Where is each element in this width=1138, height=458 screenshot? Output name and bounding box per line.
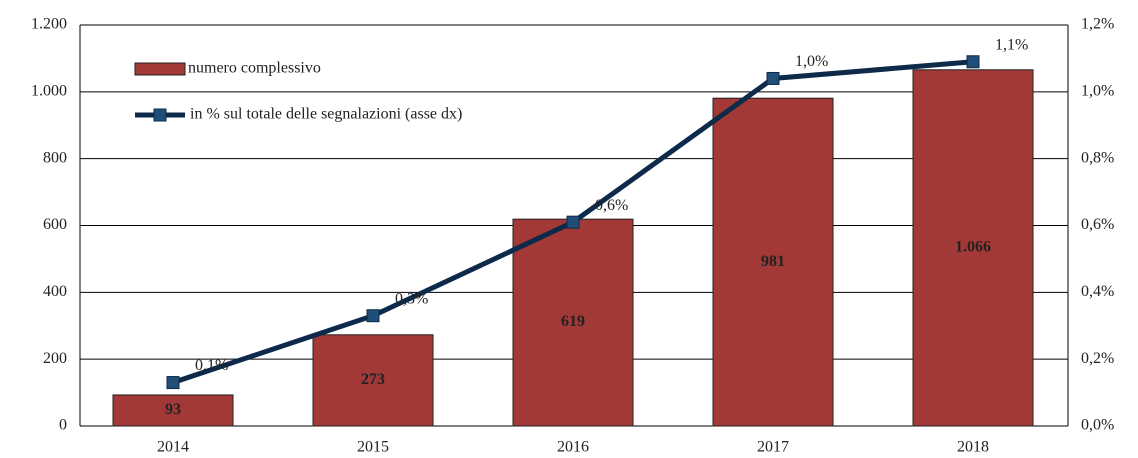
x-tick-label: 2014 <box>157 439 189 456</box>
y-tick-label: 600 <box>43 216 67 233</box>
bar <box>912 69 1034 427</box>
bar <box>712 97 834 427</box>
x-tick-label: 2017 <box>757 439 789 456</box>
y2-tick-label: 0,0% <box>1081 417 1114 434</box>
y-tick-label: 0 <box>59 417 67 434</box>
y-tick-label: 800 <box>43 149 67 166</box>
x-tick-label: 2015 <box>357 439 389 456</box>
data-label: 981 <box>761 253 785 270</box>
marker <box>766 71 780 85</box>
legend-marker <box>153 108 167 122</box>
bar <box>312 334 434 427</box>
y2-tick-label: 0,4% <box>1081 283 1114 300</box>
data-label: 619 <box>561 313 585 330</box>
y2-tick-label: 1,2% <box>1081 16 1114 33</box>
bar <box>112 394 234 427</box>
y-tick-label: 400 <box>43 283 67 300</box>
y-tick-label: 1.000 <box>31 83 67 100</box>
data-label: 1,0% <box>795 53 828 70</box>
marker <box>166 376 180 390</box>
data-label: 93 <box>165 401 181 418</box>
data-label: 1,1% <box>995 36 1028 53</box>
y-tick-label: 200 <box>43 350 67 367</box>
y2-tick-label: 0,2% <box>1081 350 1114 367</box>
marker <box>966 55 980 69</box>
y2-tick-label: 0,8% <box>1081 149 1114 166</box>
y2-tick-label: 1,0% <box>1081 83 1114 100</box>
marker <box>566 215 580 229</box>
bar <box>512 218 634 427</box>
x-tick-label: 2016 <box>557 439 589 456</box>
y-tick-label: 1.200 <box>31 16 67 33</box>
legend-swatch <box>134 62 186 76</box>
marker <box>366 309 380 323</box>
data-label: 1.066 <box>955 239 991 256</box>
data-label: 0,6% <box>595 197 628 214</box>
data-label: 273 <box>361 371 385 388</box>
legend-label: in % sul totale delle segnalazioni (asse… <box>190 106 462 123</box>
data-label: 0,1% <box>195 357 228 374</box>
legend-label: numero complessivo <box>188 60 321 77</box>
x-tick-label: 2018 <box>957 439 989 456</box>
data-label: 0,3% <box>395 290 428 307</box>
y2-tick-label: 0,6% <box>1081 216 1114 233</box>
